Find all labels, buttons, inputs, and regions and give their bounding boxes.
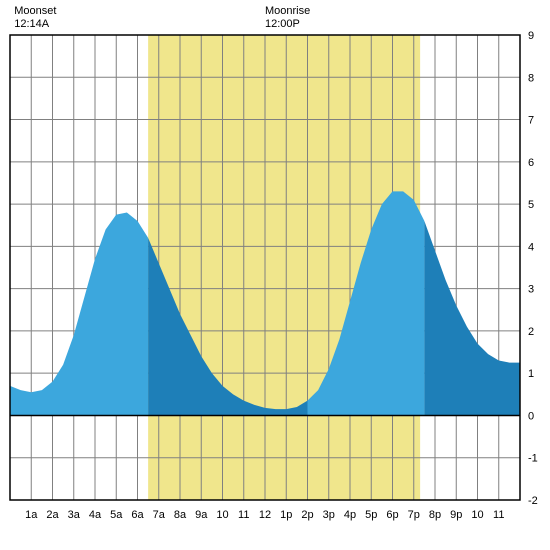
x-tick-label: 6a: [131, 509, 144, 521]
x-tick-label: 7p: [408, 509, 420, 521]
x-tick-label: 5p: [365, 509, 377, 521]
y-tick-label: 5: [528, 199, 534, 211]
y-tick-label: 6: [528, 157, 534, 169]
x-tick-label: 9a: [195, 509, 208, 521]
x-tick-label: 6p: [386, 509, 398, 521]
x-tick-label: 8a: [174, 509, 187, 521]
annotation-label: Moonset: [14, 5, 56, 17]
x-tick-label: 10: [216, 509, 228, 521]
x-tick-label: 8p: [429, 509, 441, 521]
x-tick-label: 10: [471, 509, 483, 521]
y-tick-label: 7: [528, 115, 534, 127]
x-tick-label: 4p: [344, 509, 356, 521]
y-tick-label: -1: [528, 453, 538, 465]
y-tick-label: 3: [528, 284, 534, 296]
y-tick-label: 1: [528, 368, 534, 380]
x-tick-label: 3a: [68, 509, 81, 521]
x-tick-label: 1a: [25, 509, 38, 521]
y-tick-label: 9: [528, 30, 534, 42]
x-tick-label: 12: [259, 509, 271, 521]
x-tick-label: 4a: [89, 509, 102, 521]
x-tick-label: 3p: [323, 509, 335, 521]
x-tick-label: 11: [493, 509, 504, 521]
y-tick-label: 2: [528, 326, 534, 338]
y-tick-label: -2: [528, 495, 538, 507]
x-tick-label: 5a: [110, 509, 123, 521]
annotation-label: Moonrise: [265, 5, 310, 17]
y-tick-label: 8: [528, 72, 534, 84]
y-tick-label: 0: [528, 410, 534, 422]
annotation-time: 12:00P: [265, 18, 300, 30]
x-tick-label: 2p: [301, 509, 313, 521]
tide-chart: 1a2a3a4a5a6a7a8a9a1011121p2p3p4p5p6p7p8p…: [0, 0, 550, 550]
y-tick-label: 4: [528, 241, 534, 253]
x-tick-label: 2a: [46, 509, 59, 521]
x-tick-label: 9p: [450, 509, 462, 521]
annotation-time: 12:14A: [14, 18, 50, 30]
x-tick-label: 11: [238, 509, 249, 521]
chart-svg: 1a2a3a4a5a6a7a8a9a1011121p2p3p4p5p6p7p8p…: [0, 0, 550, 550]
x-tick-label: 1p: [280, 509, 292, 521]
x-tick-label: 7a: [153, 509, 166, 521]
